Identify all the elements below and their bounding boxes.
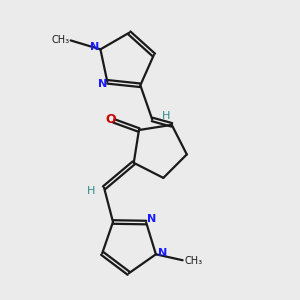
- Text: CH₃: CH₃: [184, 256, 202, 266]
- Text: H: H: [86, 186, 95, 196]
- Text: H: H: [161, 112, 170, 122]
- Text: CH₃: CH₃: [51, 34, 69, 44]
- Text: N: N: [158, 248, 167, 258]
- Text: O: O: [105, 113, 116, 126]
- Text: N: N: [147, 214, 156, 224]
- Text: N: N: [98, 79, 107, 89]
- Text: N: N: [91, 42, 100, 52]
